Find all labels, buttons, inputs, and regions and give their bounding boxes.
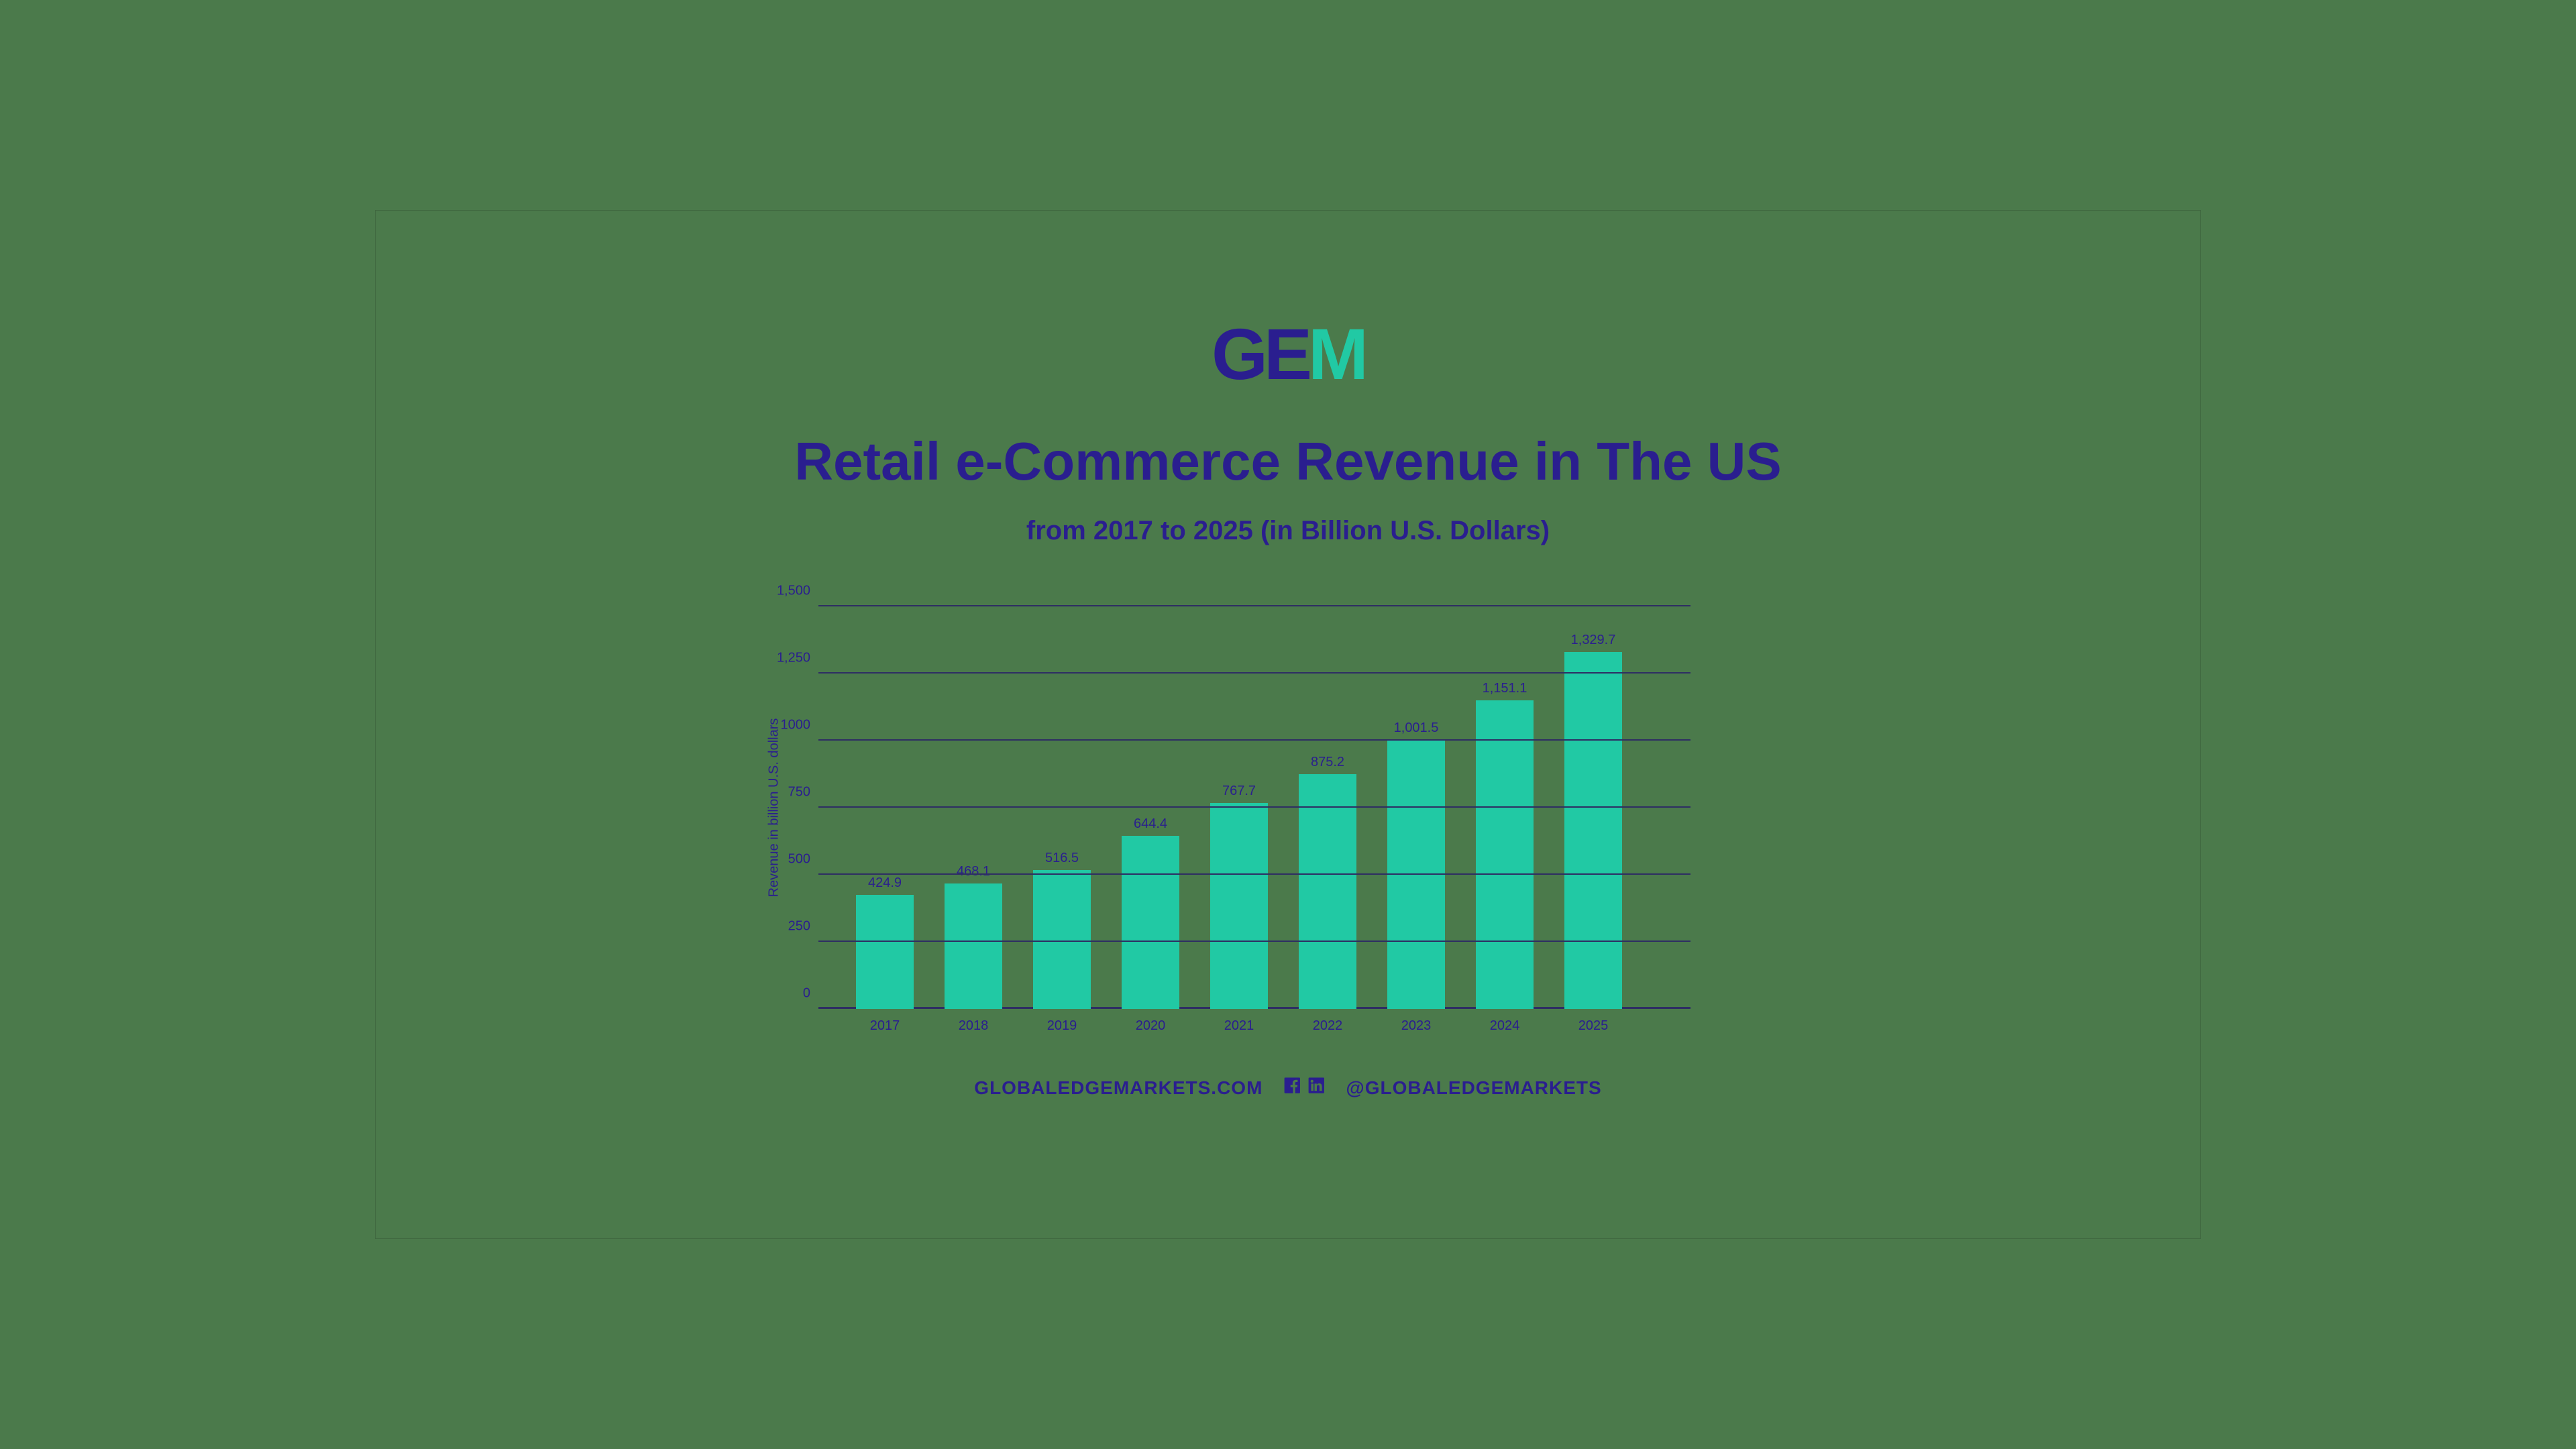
chart-gridline bbox=[818, 806, 1690, 808]
page-subtitle: from 2017 to 2025 (in Billion U.S. Dolla… bbox=[1026, 516, 1550, 546]
footer-handle: @GLOBALEDGEMARKETS bbox=[1346, 1077, 1601, 1099]
chart-gridline bbox=[818, 873, 1690, 875]
chart-bar-value-label: 644.4 bbox=[1134, 816, 1167, 832]
bar-chart: 424.9 468.1 516.5 644.4 767.7 875.2 1,001.5 1,1… bbox=[818, 606, 1690, 1009]
chart-x-tick-label: 2018 bbox=[959, 1018, 989, 1034]
chart-bar-value-label: 468.1 bbox=[957, 864, 990, 879]
chart-x-tick-label: 2022 bbox=[1313, 1018, 1343, 1034]
page-title: Retail e-Commerce Revenue in The US bbox=[794, 432, 1782, 491]
footer-social-icons bbox=[1283, 1076, 1326, 1099]
chart-y-tick-label: 500 bbox=[788, 852, 810, 867]
chart-gridline bbox=[818, 672, 1690, 674]
chart-y-tick-label: 1,500 bbox=[777, 584, 810, 599]
chart-y-tick-label: 0 bbox=[803, 986, 810, 1002]
chart-x-tick-label: 2019 bbox=[1047, 1018, 1077, 1034]
chart-bar: 468.1 bbox=[945, 883, 1002, 1009]
chart-bars-layer: 424.9 468.1 516.5 644.4 767.7 875.2 1,001.5 1,1… bbox=[818, 606, 1690, 1009]
chart-x-tick-label: 2021 bbox=[1224, 1018, 1254, 1034]
chart-x-tick-label: 2020 bbox=[1136, 1018, 1166, 1034]
footer: GLOBALEDGEMARKETS.COM @GLOBALEDGEMARKETS bbox=[974, 1076, 1601, 1099]
chart-gridline bbox=[818, 605, 1690, 606]
chart-x-tick-label: 2024 bbox=[1490, 1018, 1520, 1034]
chart-gridline bbox=[818, 941, 1690, 942]
chart-bar-value-label: 516.5 bbox=[1045, 851, 1079, 866]
chart-x-tick-label: 2017 bbox=[870, 1018, 900, 1034]
chart-bar-value-label: 424.9 bbox=[868, 875, 902, 891]
logo-letter-e: E bbox=[1264, 313, 1308, 394]
chart-gridline bbox=[818, 739, 1690, 741]
chart-bar-value-label: 1,001.5 bbox=[1394, 720, 1439, 736]
chart-bar: 516.5 bbox=[1033, 870, 1091, 1009]
chart-y-tick-label: 1,250 bbox=[777, 651, 810, 666]
facebook-icon bbox=[1283, 1076, 1301, 1099]
chart-bar: 1,329.7 bbox=[1564, 652, 1622, 1009]
chart-bar: 644.4 bbox=[1122, 836, 1179, 1009]
content-card: GEM Retail e-Commerce Revenue in The US … bbox=[375, 210, 2201, 1239]
chart-bar: 1,151.1 bbox=[1476, 700, 1534, 1009]
chart-bar-value-label: 875.2 bbox=[1311, 755, 1344, 770]
chart-x-tick-label: 2025 bbox=[1578, 1018, 1609, 1034]
chart-bar: 875.2 bbox=[1299, 774, 1356, 1009]
chart-y-tick-label: 1000 bbox=[781, 718, 811, 733]
linkedin-icon bbox=[1307, 1076, 1326, 1099]
logo-letter-m: M bbox=[1308, 313, 1364, 394]
chart-y-axis-label: Revenue in billion U.S. dollars bbox=[767, 718, 782, 898]
chart-y-tick-label: 250 bbox=[788, 919, 810, 934]
footer-website: GLOBALEDGEMARKETS.COM bbox=[974, 1077, 1263, 1099]
chart-x-tick-label: 2023 bbox=[1401, 1018, 1432, 1034]
chart-bar-value-label: 1,151.1 bbox=[1483, 681, 1527, 696]
brand-logo: GEM bbox=[1212, 318, 1364, 390]
chart-bar-value-label: 1,329.7 bbox=[1571, 633, 1616, 648]
chart-y-tick-label: 750 bbox=[788, 785, 810, 800]
logo-letter-g: G bbox=[1212, 313, 1264, 394]
page-background: GEM Retail e-Commerce Revenue in The US … bbox=[0, 0, 2576, 1449]
chart-bar: 424.9 bbox=[856, 895, 914, 1009]
chart-bar: 767.7 bbox=[1210, 803, 1268, 1009]
chart-bar-value-label: 767.7 bbox=[1222, 784, 1256, 799]
